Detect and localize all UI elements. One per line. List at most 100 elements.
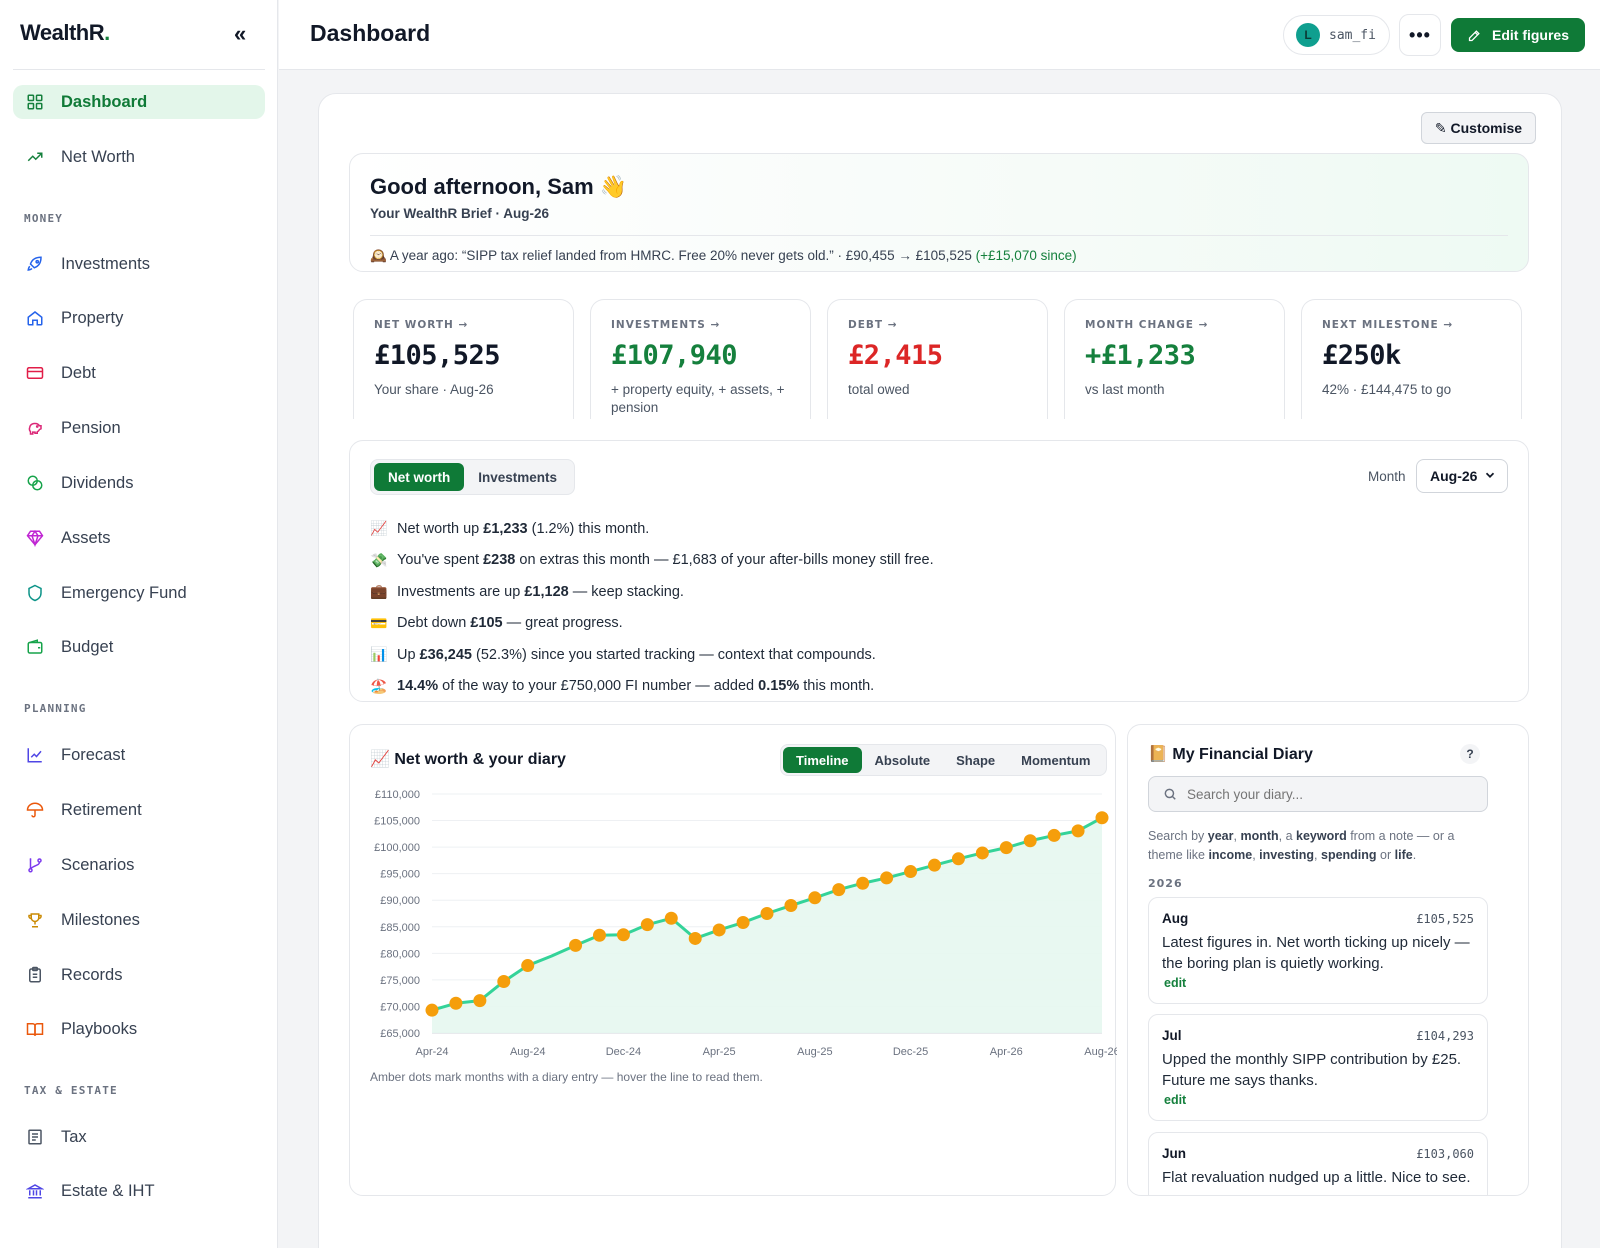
sidebar-item-label: Investments [61,254,150,273]
sidebar-item-label: Tax [61,1127,87,1146]
customise-button[interactable]: ✎ Customise [1421,112,1536,144]
diary-entry[interactable]: Jul £104,293 Upped the monthly SIPP contri… [1148,1014,1488,1121]
y-tick-label: £90,000 [380,895,420,907]
diary-entry-edit-link[interactable]: edit [1164,976,1187,990]
brand-logo[interactable]: WealthR. [20,20,110,46]
sidebar-item-label: Property [61,308,124,327]
brief-subtitle: Your WealthR Brief · Aug-26 [370,206,550,221]
piggy-bank-icon [25,418,45,438]
more-options-button[interactable]: ••• [1399,14,1441,56]
diary-marker [640,918,654,932]
sidebar-item-records[interactable]: Records [13,958,265,992]
insight-text: Investments are up £1,128 — keep stackin… [397,583,684,600]
sidebar-item-pension[interactable]: Pension [13,411,265,445]
diary-marker [736,916,750,930]
user-menu-button[interactable]: L sam_fi [1283,15,1390,55]
kpi-note: vs last month [1085,382,1165,397]
kpi-label: DEBT → [848,319,898,331]
bank-icon [25,1181,45,1201]
sidebar-item-debt[interactable]: Debt [13,356,265,390]
sidebar-item-label: Scenarios [61,855,135,874]
receipt-icon [25,1127,45,1147]
financial-diary: 📔 My Financial Diary ? Search by year, m… [1127,724,1529,1196]
diary-marker [688,931,702,945]
tab-net-worth[interactable]: Net worth [374,463,465,491]
diary-entry-text: Latest figures in. Net worth ticking up … [1162,934,1470,972]
sidebar-item-retirement[interactable]: Retirement [13,793,265,827]
x-tick-label: Aug-24 [510,1046,545,1058]
insight-emoji-icon: 📈 [370,520,388,537]
x-tick-label: Dec-25 [893,1046,928,1058]
y-tick-label: £70,000 [380,1001,420,1013]
collapse-sidebar-icon[interactable]: « [234,21,247,46]
home-icon [25,308,45,328]
diary-entry-edit-link[interactable]: edit [1164,1093,1187,1107]
diary-marker [521,959,535,973]
diary-search[interactable] [1148,776,1488,812]
chart-title: 📈 Net worth & your diary [370,751,566,768]
diary-marker [808,891,822,905]
sidebar-item-label: Dashboard [61,92,148,111]
diary-entry-month: Jul [1162,1028,1182,1043]
brand-name: WealthR [20,20,105,45]
edit-figures-label: Edit figures [1491,27,1569,43]
x-tick-label: Apr-24 [415,1046,448,1058]
sidebar-item-milestones[interactable]: Milestones [13,903,265,937]
brand-dot: . [104,20,110,45]
month-select[interactable]: Aug-26 [1416,459,1508,493]
y-tick-label: £80,000 [380,948,420,960]
kpi-next-milestone[interactable]: NEXT MILESTONE → £250k 42% · £144,475 to… [1301,299,1522,419]
tab-momentum[interactable]: Momentum [1021,752,1091,768]
diary-search-hint: Search by year, month, a keyword from a … [1148,829,1455,862]
year-ago-memory: 🕰️ A year ago: “SIPP tax relief landed f… [370,248,1077,264]
sidebar-item-assets[interactable]: Assets [13,521,265,555]
diary-entry[interactable]: Jun £103,060 Flat revaluation nudged up a … [1148,1132,1488,1195]
edit-figures-button[interactable]: Edit figures [1451,18,1585,52]
sidebar-item-label: Pension [61,418,121,437]
diary-entry[interactable]: Aug £105,525 Latest figures in. Net worth … [1148,897,1488,1004]
sidebar-item-emergency-fund[interactable]: Emergency Fund [13,576,265,610]
sidebar-item-property[interactable]: Property [13,301,265,335]
memory-gain: (+£15,070 since) [975,248,1077,263]
divider [13,69,265,70]
sidebar-item-label: Emergency Fund [61,583,187,602]
wallet-icon [25,637,45,657]
help-icon[interactable]: ? [1460,744,1480,764]
diary-marker [951,852,965,866]
sidebar-item-label: Records [61,965,123,984]
insight-text: Up £36,245 (52.3%) since you started tra… [397,646,876,663]
sidebar-item-playbooks[interactable]: Playbooks [13,1012,265,1046]
clock-icon: 🕰️ [370,248,387,263]
sidebar-item-investments[interactable]: Investments [13,247,265,281]
sidebar: WealthR. « Dashboard Net Worth MONEY Inv… [0,0,278,1248]
y-tick-label: £65,000 [380,1028,420,1040]
diary-entry-amount: £103,060 [1416,1147,1474,1161]
tab-investments[interactable]: Investments [478,469,558,485]
kpi-debt[interactable]: DEBT → £2,415 total owed [827,299,1048,419]
insight-row: 💸 You've spent £238 on extras this month … [370,545,934,577]
diary-search-input[interactable] [1187,786,1477,802]
x-tick-label: Apr-26 [990,1046,1023,1058]
sidebar-item-estate-iht[interactable]: Estate & IHT [13,1174,265,1208]
sidebar-item-net-worth[interactable]: Net Worth [13,140,265,174]
tab-shape[interactable]: Shape [956,752,996,768]
sidebar-item-dividends[interactable]: Dividends [13,466,265,500]
sidebar-item-tax[interactable]: Tax [13,1120,265,1154]
sidebar-item-forecast[interactable]: Forecast [13,738,265,772]
kpi-net-worth[interactable]: NET WORTH → £105,525 Your share · Aug-26 [353,299,574,419]
diary-marker [1047,828,1061,842]
sidebar-item-scenarios[interactable]: Scenarios [13,848,265,882]
sidebar-item-budget[interactable]: Budget [13,630,265,664]
x-tick-label: Aug-26 [1084,1046,1117,1058]
diary-marker [832,883,846,897]
net-worth-chart[interactable]: £65,000 £70,000 £75,000 £80,000 £85,000 £90,0… [350,725,1117,1105]
kpi-investments[interactable]: INVESTMENTS → £107,940 + property equity… [590,299,811,419]
sidebar-item-dashboard[interactable]: Dashboard [13,85,265,119]
y-tick-label: £95,000 [380,869,420,881]
kpi-month-change[interactable]: MONTH CHANGE → +£1,233 vs last month [1064,299,1285,419]
tab-timeline[interactable]: Timeline [783,747,862,773]
wealth-brief: Good afternoon, Sam 👋 Your WealthR Brief… [349,153,1529,272]
diary-marker [856,876,870,890]
tab-absolute[interactable]: Absolute [874,752,931,768]
kpi-value: £2,415 [848,340,943,371]
